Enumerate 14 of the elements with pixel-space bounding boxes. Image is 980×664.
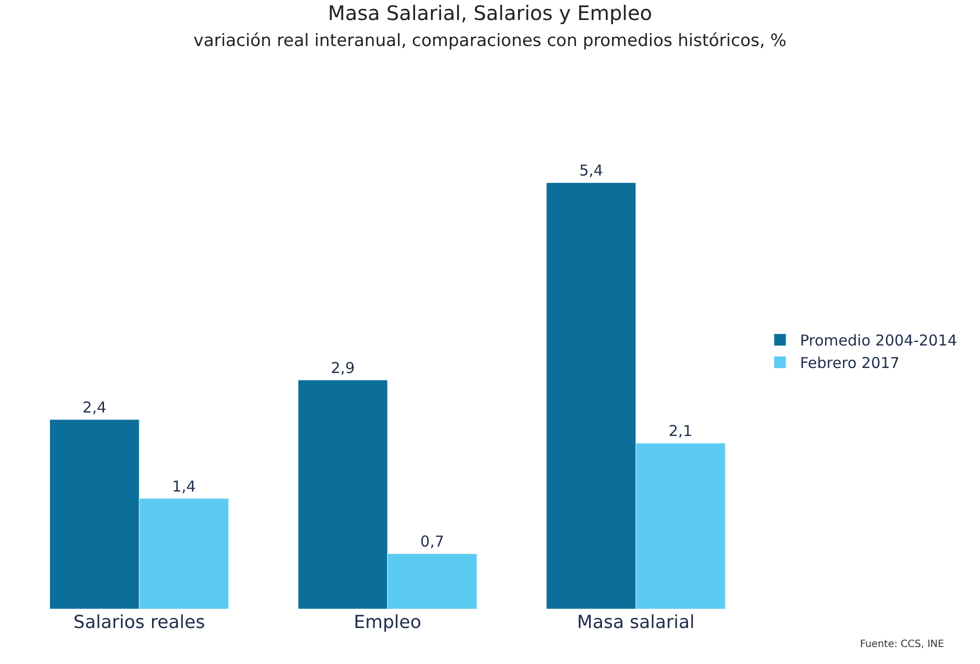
x-tick-label: Empleo: [354, 612, 422, 633]
legend-label: Febrero 2017: [800, 354, 900, 372]
chart-subtitle: variación real interanual, comparaciones con promedios históricos, %: [194, 30, 786, 51]
data-label: 2,4: [82, 398, 106, 417]
x-tick-label: Salarios reales: [73, 612, 205, 633]
source-note: Fuente: CCS, INE: [860, 639, 944, 650]
x-tick-label: Masa salarial: [577, 612, 695, 633]
legend-label: Promedio 2004-2014: [800, 332, 958, 350]
data-label: 2,9: [330, 359, 355, 378]
data-label: 5,4: [579, 162, 604, 180]
data-label: 1,4: [172, 477, 196, 496]
chart-title: Masa Salarial, Salarios y Empleo: [328, 0, 652, 25]
data-label: 2,1: [668, 422, 692, 440]
data-label: 0,7: [420, 532, 444, 551]
